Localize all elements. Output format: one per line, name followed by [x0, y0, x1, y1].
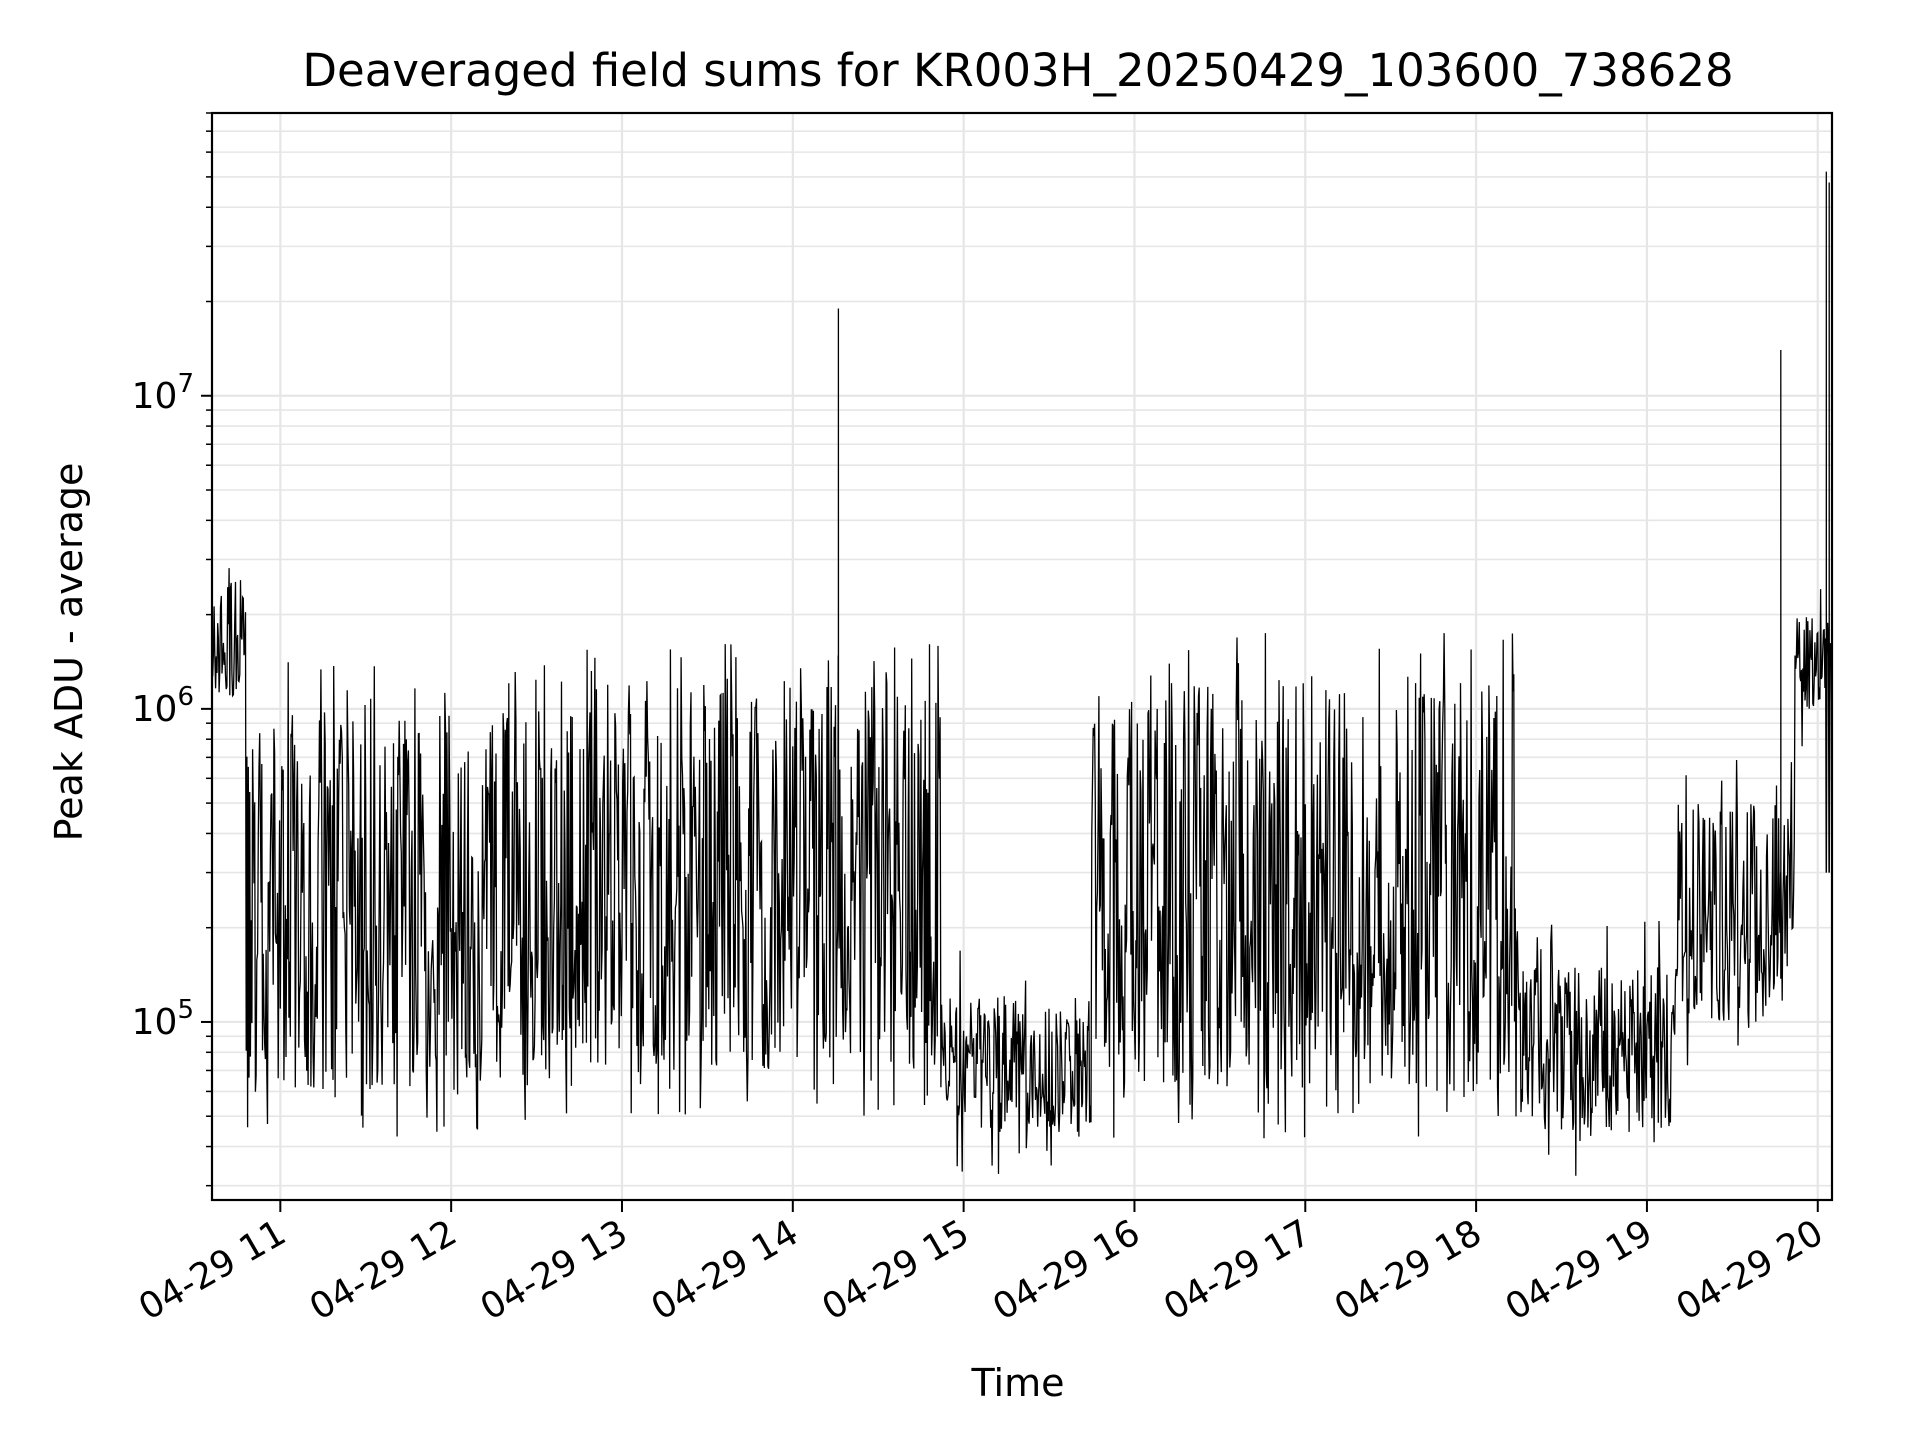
x-tick-label: 04-29 18	[1328, 1212, 1489, 1328]
x-tick-label: 04-29 12	[303, 1212, 464, 1328]
plot-frame	[210, 111, 1834, 1202]
y-tick-base: 10	[132, 376, 178, 417]
y-tick-base: 10	[132, 689, 178, 730]
y-tick-exponent: 5	[177, 995, 194, 1025]
x-tick-label: 04-29 16	[986, 1212, 1147, 1328]
y-axis-label: Peak ADU - average	[47, 463, 91, 842]
x-tick-label: 04-29 11	[132, 1212, 293, 1328]
x-tick-label: 04-29 17	[1157, 1212, 1318, 1328]
x-tick-label: 04-29 13	[474, 1212, 635, 1328]
series-line	[212, 171, 1832, 1176]
y-tick-exponent: 6	[177, 682, 194, 712]
x-axis-label: Time	[971, 1361, 1065, 1405]
series-layer	[212, 171, 1832, 1176]
y-tick-label: 107	[132, 369, 194, 417]
y-tick-base: 10	[132, 1002, 178, 1043]
y-tick-label: 106	[132, 682, 194, 730]
x-tick-label: 04-29 20	[1670, 1212, 1831, 1328]
chart-title: Deaveraged field sums for KR003H_2025042…	[302, 44, 1733, 97]
x-tick-label: 04-29 19	[1499, 1212, 1660, 1328]
x-tick-label: 04-29 15	[815, 1212, 976, 1328]
y-tick-label: 105	[132, 995, 194, 1043]
y-tick-exponent: 7	[177, 369, 194, 399]
x-tick-label: 04-29 14	[645, 1212, 806, 1328]
